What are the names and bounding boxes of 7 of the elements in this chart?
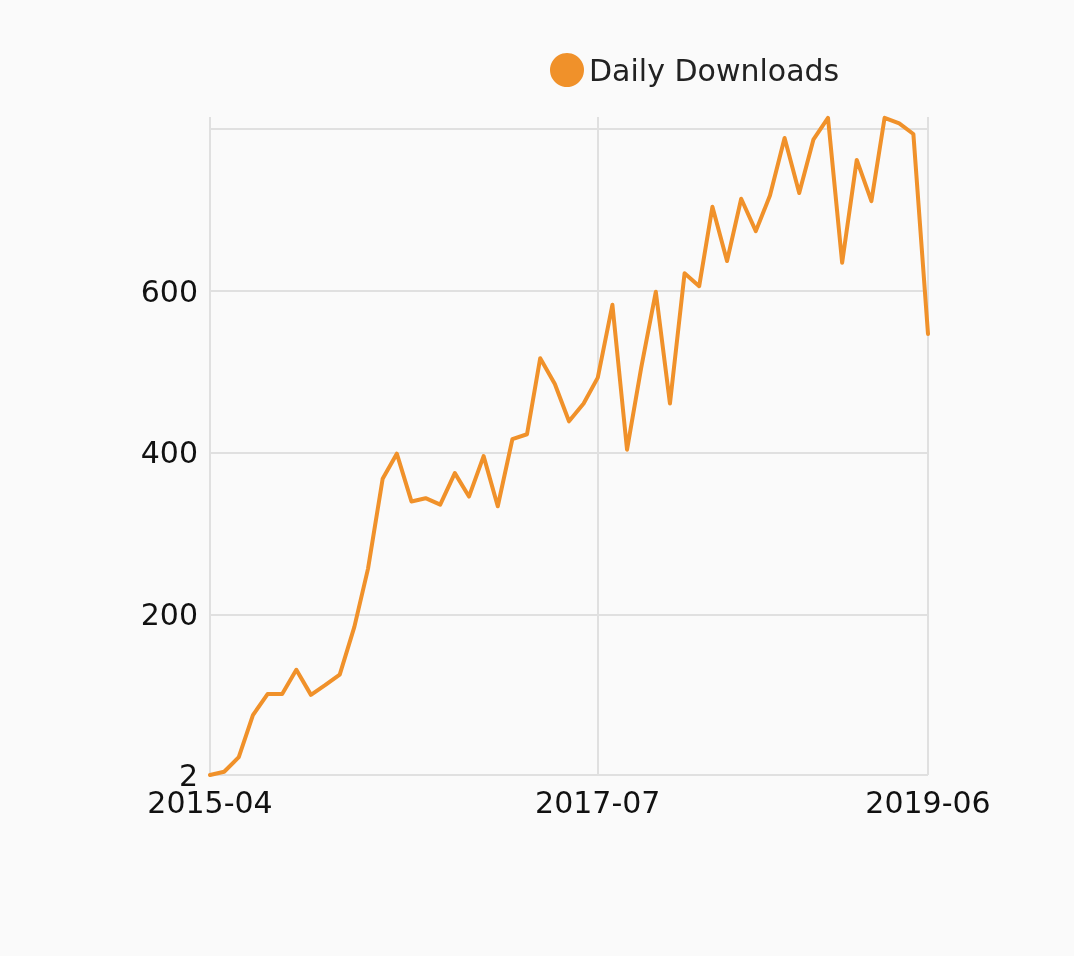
y-tick-label: 200 — [140, 597, 198, 633]
x-tick-label: 2017-07 — [535, 784, 661, 820]
legend-label: Daily Downloads — [589, 52, 840, 88]
x-tick-label: 2019-06 — [865, 784, 991, 820]
line-series — [208, 115, 930, 777]
y-tick-label: 600 — [140, 273, 198, 309]
y-tick-label: 400 — [140, 435, 198, 471]
